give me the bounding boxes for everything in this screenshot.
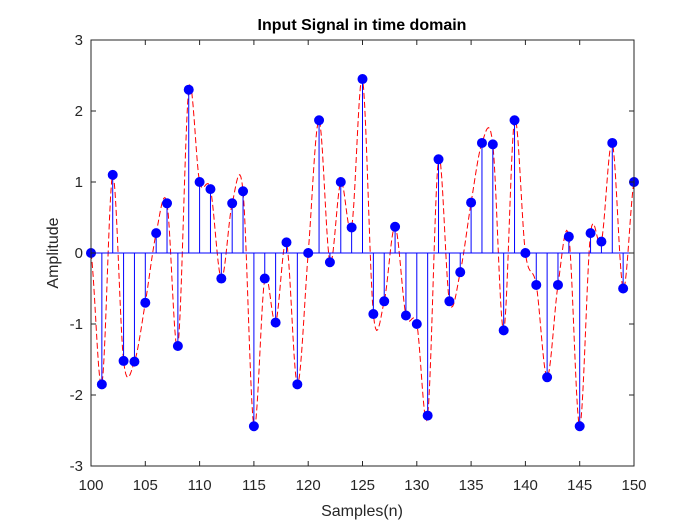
y-tick-label: -1 [70,316,83,333]
stem-marker [563,231,574,242]
y-tick-label: -3 [70,458,83,475]
stem-marker [466,197,477,208]
stem-marker [379,296,390,307]
stem-marker [596,236,607,247]
stem-marker [520,248,531,258]
y-axis-label: Amplitude [45,217,62,288]
stem-marker [259,273,270,284]
stem-marker [509,115,520,126]
x-tick-label: 150 [621,477,646,494]
chart-title: Input Signal in time domain [258,17,467,34]
x-tick-label: 135 [459,477,484,494]
stem-marker [335,177,346,187]
stem-marker [281,237,292,248]
stem-marker [487,139,498,150]
stem-marker [172,341,183,352]
stem-marker [455,267,466,278]
stem-marker [314,115,325,126]
stem-marker [422,410,433,421]
stem-marker [129,356,140,367]
stem-marker [574,421,585,432]
x-tick-label: 115 [242,477,266,494]
stem-layer [86,74,639,432]
x-tick-label: 145 [567,477,592,494]
stem-marker [205,184,216,195]
stem-marker [216,273,227,284]
x-tick-label: 100 [78,477,103,494]
x-tick-label: 125 [350,477,375,494]
stem-marker [183,84,194,95]
stem-marker [248,421,259,432]
x-tick-label: 130 [404,477,429,494]
y-tick-label: 1 [75,174,83,191]
stem-marker [390,221,401,232]
stem-marker [346,222,357,233]
stem-marker [531,279,542,290]
stem-marker [303,248,314,258]
stem-marker [118,355,129,366]
stem-marker [140,297,151,308]
stem-marker [552,279,563,290]
stem-marker [411,319,422,329]
stem-marker [96,379,107,390]
stem-marker [444,296,455,307]
x-tick-label: 140 [513,477,538,494]
stem-marker [585,228,596,239]
stem-marker [107,169,118,180]
stem-marker [238,186,249,197]
x-tick-label: 120 [296,477,321,494]
stem-marker [368,309,379,320]
stem-marker [542,372,553,383]
stem-marker [227,198,238,209]
x-tick-label: 105 [133,477,158,494]
y-tick-label: 0 [75,245,83,262]
stem-marker [151,228,162,239]
x-tick-label: 110 [188,477,212,494]
y-tick-label: 3 [75,32,83,49]
x-axis-label: Samples(n) [321,503,403,520]
stem-marker [292,379,303,390]
stem-marker [498,325,509,336]
stem-marker [324,257,335,268]
y-tick-label: -2 [70,387,83,404]
stem-marker [400,310,411,321]
axes-layer: 100 105 110 115 120 125 130 135 140 145 150 -3 -2 -1 0… [70,32,647,494]
stem-marker [162,198,173,209]
stem-marker [476,137,487,148]
y-tick-label: 2 [75,103,83,120]
stem-marker [357,74,368,85]
stem-marker [433,154,444,165]
stem-marker [618,283,629,294]
stem-marker [607,137,618,148]
stem-marker [194,177,205,187]
stem-marker [270,317,281,328]
